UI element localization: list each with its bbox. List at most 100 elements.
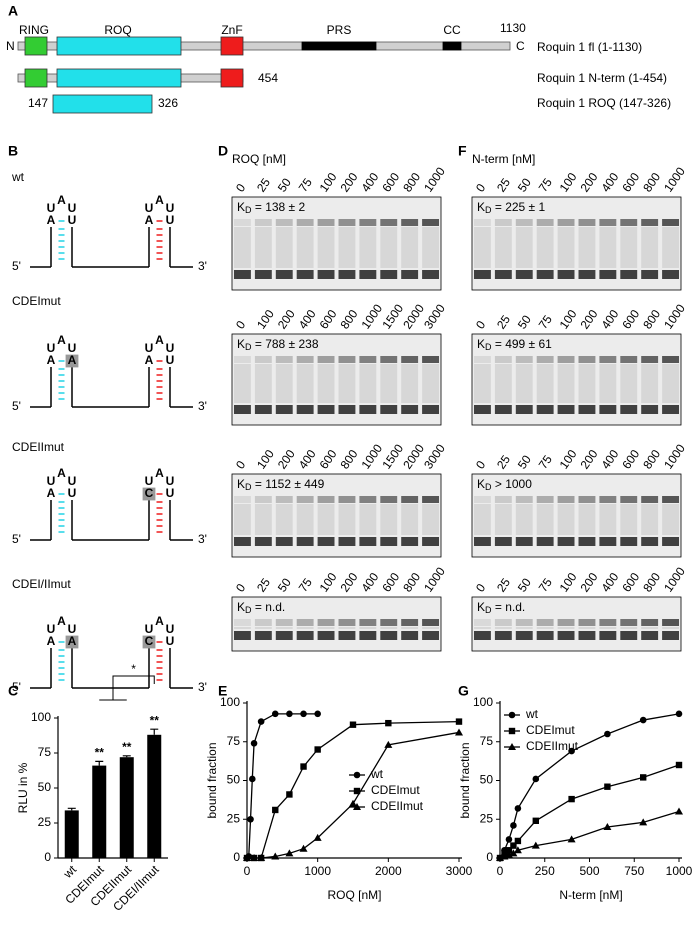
data-point — [568, 795, 575, 803]
nucleotide: U — [166, 353, 175, 367]
lane-label: 1000 — [661, 164, 688, 194]
data-point — [243, 854, 251, 861]
construct-label: Roquin 1 N-term (1-454) — [537, 71, 667, 85]
lane-label: 800 — [640, 170, 663, 195]
lane-label: 75 — [296, 575, 315, 594]
y-axis-label: RLU in % — [16, 762, 30, 813]
gel-band — [494, 619, 512, 626]
gel-band — [380, 405, 398, 414]
gel-band — [641, 631, 659, 640]
gel-smear — [275, 227, 293, 268]
gel-smear — [296, 227, 314, 268]
gel-band — [422, 496, 439, 503]
gel-smear — [234, 364, 251, 403]
gel-smear — [599, 504, 617, 535]
lane-label: 800 — [640, 570, 663, 595]
gel-band — [474, 405, 491, 414]
nucleotide: A — [57, 333, 66, 347]
gel-band — [254, 619, 272, 626]
gel-band — [401, 405, 419, 414]
lane-label: 0 — [233, 581, 248, 595]
lane-label: 400 — [598, 307, 621, 332]
domain-label: CC — [443, 23, 461, 37]
gel-smear — [474, 227, 491, 268]
gel-smear — [359, 364, 377, 403]
gel-band — [275, 405, 293, 414]
gel-title: N-term [nM] — [472, 152, 535, 166]
gel-band — [599, 356, 617, 363]
gel-band — [557, 405, 575, 414]
nucleotide: A — [155, 466, 164, 480]
y-tick-label: 50 — [38, 780, 52, 794]
series-line — [247, 731, 460, 859]
gel-band — [359, 219, 377, 226]
lane-label: 0 — [233, 181, 248, 195]
gel-band — [359, 405, 377, 414]
nucleotide: A — [57, 466, 66, 480]
gel-band — [254, 270, 272, 279]
lane-label: 400 — [296, 447, 319, 472]
legend-marker — [353, 803, 361, 810]
kd-subscript: D — [245, 605, 252, 615]
gel-smear — [557, 504, 575, 535]
data-point — [300, 763, 307, 770]
kd-label: KD = n.d. — [477, 600, 525, 615]
lane-label: 400 — [358, 170, 381, 195]
gel-band — [275, 219, 293, 226]
nucleotide: C — [145, 634, 154, 648]
nucleotide: U — [145, 201, 154, 215]
legend-marker — [353, 787, 361, 795]
gel-band — [359, 270, 377, 279]
gel-smear — [536, 364, 554, 403]
gel-band — [338, 219, 356, 226]
gel-band — [578, 270, 596, 279]
gel-smear — [422, 227, 439, 268]
lane-label: 200 — [338, 570, 361, 595]
nucleotide: A — [145, 353, 154, 367]
gel-band — [515, 356, 533, 363]
gel-smear — [401, 227, 419, 268]
y-tick-label: 50 — [480, 773, 494, 787]
gel-band — [296, 405, 314, 414]
gel-band — [641, 219, 659, 226]
residue-label: 326 — [158, 96, 178, 110]
gel-band — [296, 631, 314, 640]
gel-smear — [275, 504, 293, 535]
lane-label: 100 — [557, 307, 580, 332]
x-tick-label: 250 — [535, 864, 555, 878]
gel-smear — [422, 504, 439, 535]
y-axis-label: bound fraction — [205, 742, 219, 818]
gel-band — [599, 405, 617, 414]
kd-symbol: K — [477, 200, 485, 214]
nucleotide: U — [47, 341, 56, 355]
nucleotide: A — [47, 634, 56, 648]
five-prime: 5' — [12, 680, 21, 694]
lane-label: 50 — [515, 312, 534, 331]
gel-smear — [599, 364, 617, 403]
lane-label: 800 — [338, 307, 361, 332]
lane-label: 200 — [578, 170, 601, 195]
gel-smear — [254, 364, 272, 403]
construct-name: CDEI/IImut — [12, 577, 71, 591]
data-point — [257, 854, 266, 861]
nucleotide: U — [166, 341, 175, 355]
legend-label: CDEIImut — [526, 739, 579, 753]
data-point — [675, 710, 683, 718]
gel-band — [641, 537, 659, 546]
lane-label: 50 — [275, 575, 294, 594]
lane-label: 100 — [254, 447, 277, 472]
data-point — [349, 721, 357, 728]
lane-label: 0 — [473, 458, 488, 472]
data-point — [314, 710, 321, 718]
gel-band — [234, 356, 251, 363]
gel-band — [422, 537, 439, 546]
gel-band — [234, 270, 251, 279]
gel-band — [254, 537, 272, 546]
gel-smear — [275, 627, 293, 629]
data-point — [639, 716, 647, 724]
gel-band — [474, 496, 491, 503]
gel-smear — [317, 364, 335, 403]
gel-band — [380, 631, 398, 640]
gel-smear — [254, 627, 272, 629]
lane-label: 1000 — [661, 301, 688, 331]
